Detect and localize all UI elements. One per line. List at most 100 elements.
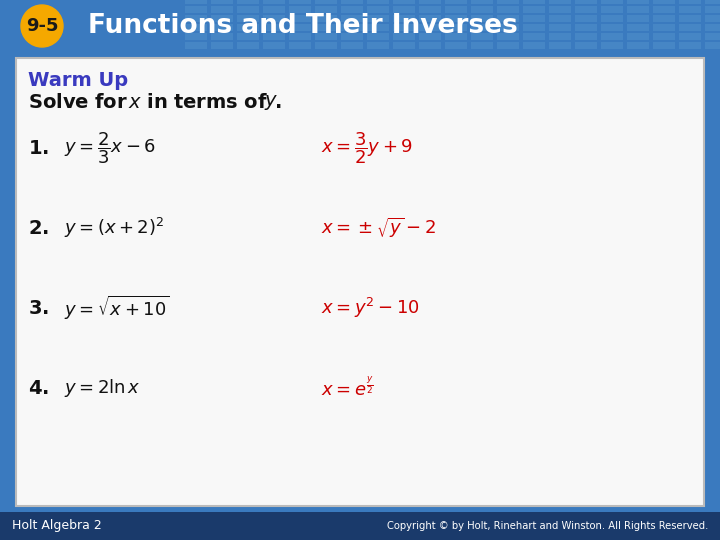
Bar <box>575 6 597 13</box>
Bar <box>679 24 701 31</box>
Text: $x = y^{2} - 10$: $x = y^{2} - 10$ <box>321 296 420 320</box>
Bar <box>0 0 720 52</box>
Bar <box>419 33 441 40</box>
Bar <box>445 0 467 4</box>
Bar <box>211 42 233 49</box>
Bar <box>341 15 363 22</box>
Bar <box>289 0 311 4</box>
Bar <box>367 15 389 22</box>
Bar <box>627 33 649 40</box>
Bar <box>237 24 259 31</box>
Bar <box>315 6 337 13</box>
Bar <box>549 15 571 22</box>
Text: $\mathbf{4.}$: $\mathbf{4.}$ <box>28 379 49 397</box>
Bar <box>211 15 233 22</box>
Bar <box>289 6 311 13</box>
Bar <box>627 6 649 13</box>
Bar <box>315 0 337 4</box>
Bar <box>237 15 259 22</box>
Text: $\mathbf{1.}$: $\mathbf{1.}$ <box>28 138 49 158</box>
Bar <box>549 6 571 13</box>
Bar <box>445 6 467 13</box>
Text: $y = \sqrt{x + 10}$: $y = \sqrt{x + 10}$ <box>64 294 170 322</box>
Bar <box>575 33 597 40</box>
Bar <box>419 24 441 31</box>
Text: $\mathbf{.}$: $\mathbf{.}$ <box>274 92 282 111</box>
Bar <box>497 24 519 31</box>
Bar <box>705 33 720 40</box>
Bar <box>679 33 701 40</box>
Text: $\mathbf{\ in\ terms\ of\ }$: $\mathbf{\ in\ terms\ of\ }$ <box>140 92 268 111</box>
Bar <box>445 24 467 31</box>
Text: $y = \dfrac{2}{3}x - 6$: $y = \dfrac{2}{3}x - 6$ <box>64 130 156 166</box>
Bar <box>497 0 519 4</box>
Bar <box>211 6 233 13</box>
Bar <box>211 0 233 4</box>
Bar <box>601 15 623 22</box>
Bar <box>341 42 363 49</box>
Bar <box>237 0 259 4</box>
Text: 9-5: 9-5 <box>26 17 58 35</box>
Bar <box>679 15 701 22</box>
Bar <box>185 42 207 49</box>
Text: $y = 2\ln x$: $y = 2\ln x$ <box>64 377 141 399</box>
Bar <box>445 33 467 40</box>
Bar <box>367 33 389 40</box>
Bar <box>471 33 493 40</box>
Bar <box>705 24 720 31</box>
Bar <box>705 6 720 13</box>
Bar <box>601 0 623 4</box>
Bar <box>653 15 675 22</box>
Bar <box>419 42 441 49</box>
Bar <box>471 24 493 31</box>
Text: $\mathbf{Solve\ for\ }$: $\mathbf{Solve\ for\ }$ <box>28 92 128 111</box>
Bar <box>497 42 519 49</box>
Bar <box>627 42 649 49</box>
Bar <box>341 0 363 4</box>
Bar <box>653 6 675 13</box>
Bar <box>367 24 389 31</box>
Bar <box>523 15 545 22</box>
Bar <box>653 33 675 40</box>
Bar <box>705 0 720 4</box>
Bar <box>575 42 597 49</box>
Bar <box>185 15 207 22</box>
Bar <box>601 42 623 49</box>
Bar <box>263 0 285 4</box>
Bar <box>497 33 519 40</box>
Bar <box>315 42 337 49</box>
Bar <box>367 6 389 13</box>
Text: Warm Up: Warm Up <box>28 71 128 90</box>
Bar <box>549 33 571 40</box>
Bar <box>445 15 467 22</box>
Bar <box>289 33 311 40</box>
Bar <box>575 15 597 22</box>
Bar <box>679 6 701 13</box>
Text: Copyright © by Holt, Rinehart and Winston. All Rights Reserved.: Copyright © by Holt, Rinehart and Winsto… <box>387 521 708 531</box>
Bar <box>575 0 597 4</box>
Bar <box>549 0 571 4</box>
Bar <box>367 42 389 49</box>
Bar <box>705 42 720 49</box>
Bar <box>549 42 571 49</box>
Bar <box>0 512 720 540</box>
Bar <box>315 24 337 31</box>
Bar <box>523 6 545 13</box>
Bar <box>627 24 649 31</box>
Text: $y = (x + 2)^{2}$: $y = (x + 2)^{2}$ <box>64 216 164 240</box>
Bar <box>393 42 415 49</box>
Text: Holt Algebra 2: Holt Algebra 2 <box>12 519 102 532</box>
Bar <box>185 33 207 40</box>
Bar <box>679 42 701 49</box>
FancyBboxPatch shape <box>16 58 704 506</box>
Bar <box>393 6 415 13</box>
Bar <box>237 42 259 49</box>
Bar <box>497 15 519 22</box>
Bar <box>315 33 337 40</box>
Text: $\mathbf{\mathit{y}}$: $\mathbf{\mathit{y}}$ <box>264 92 278 111</box>
Bar <box>627 0 649 4</box>
Bar <box>393 33 415 40</box>
Bar <box>263 24 285 31</box>
Bar <box>185 24 207 31</box>
Text: $\mathbf{3.}$: $\mathbf{3.}$ <box>28 299 49 318</box>
